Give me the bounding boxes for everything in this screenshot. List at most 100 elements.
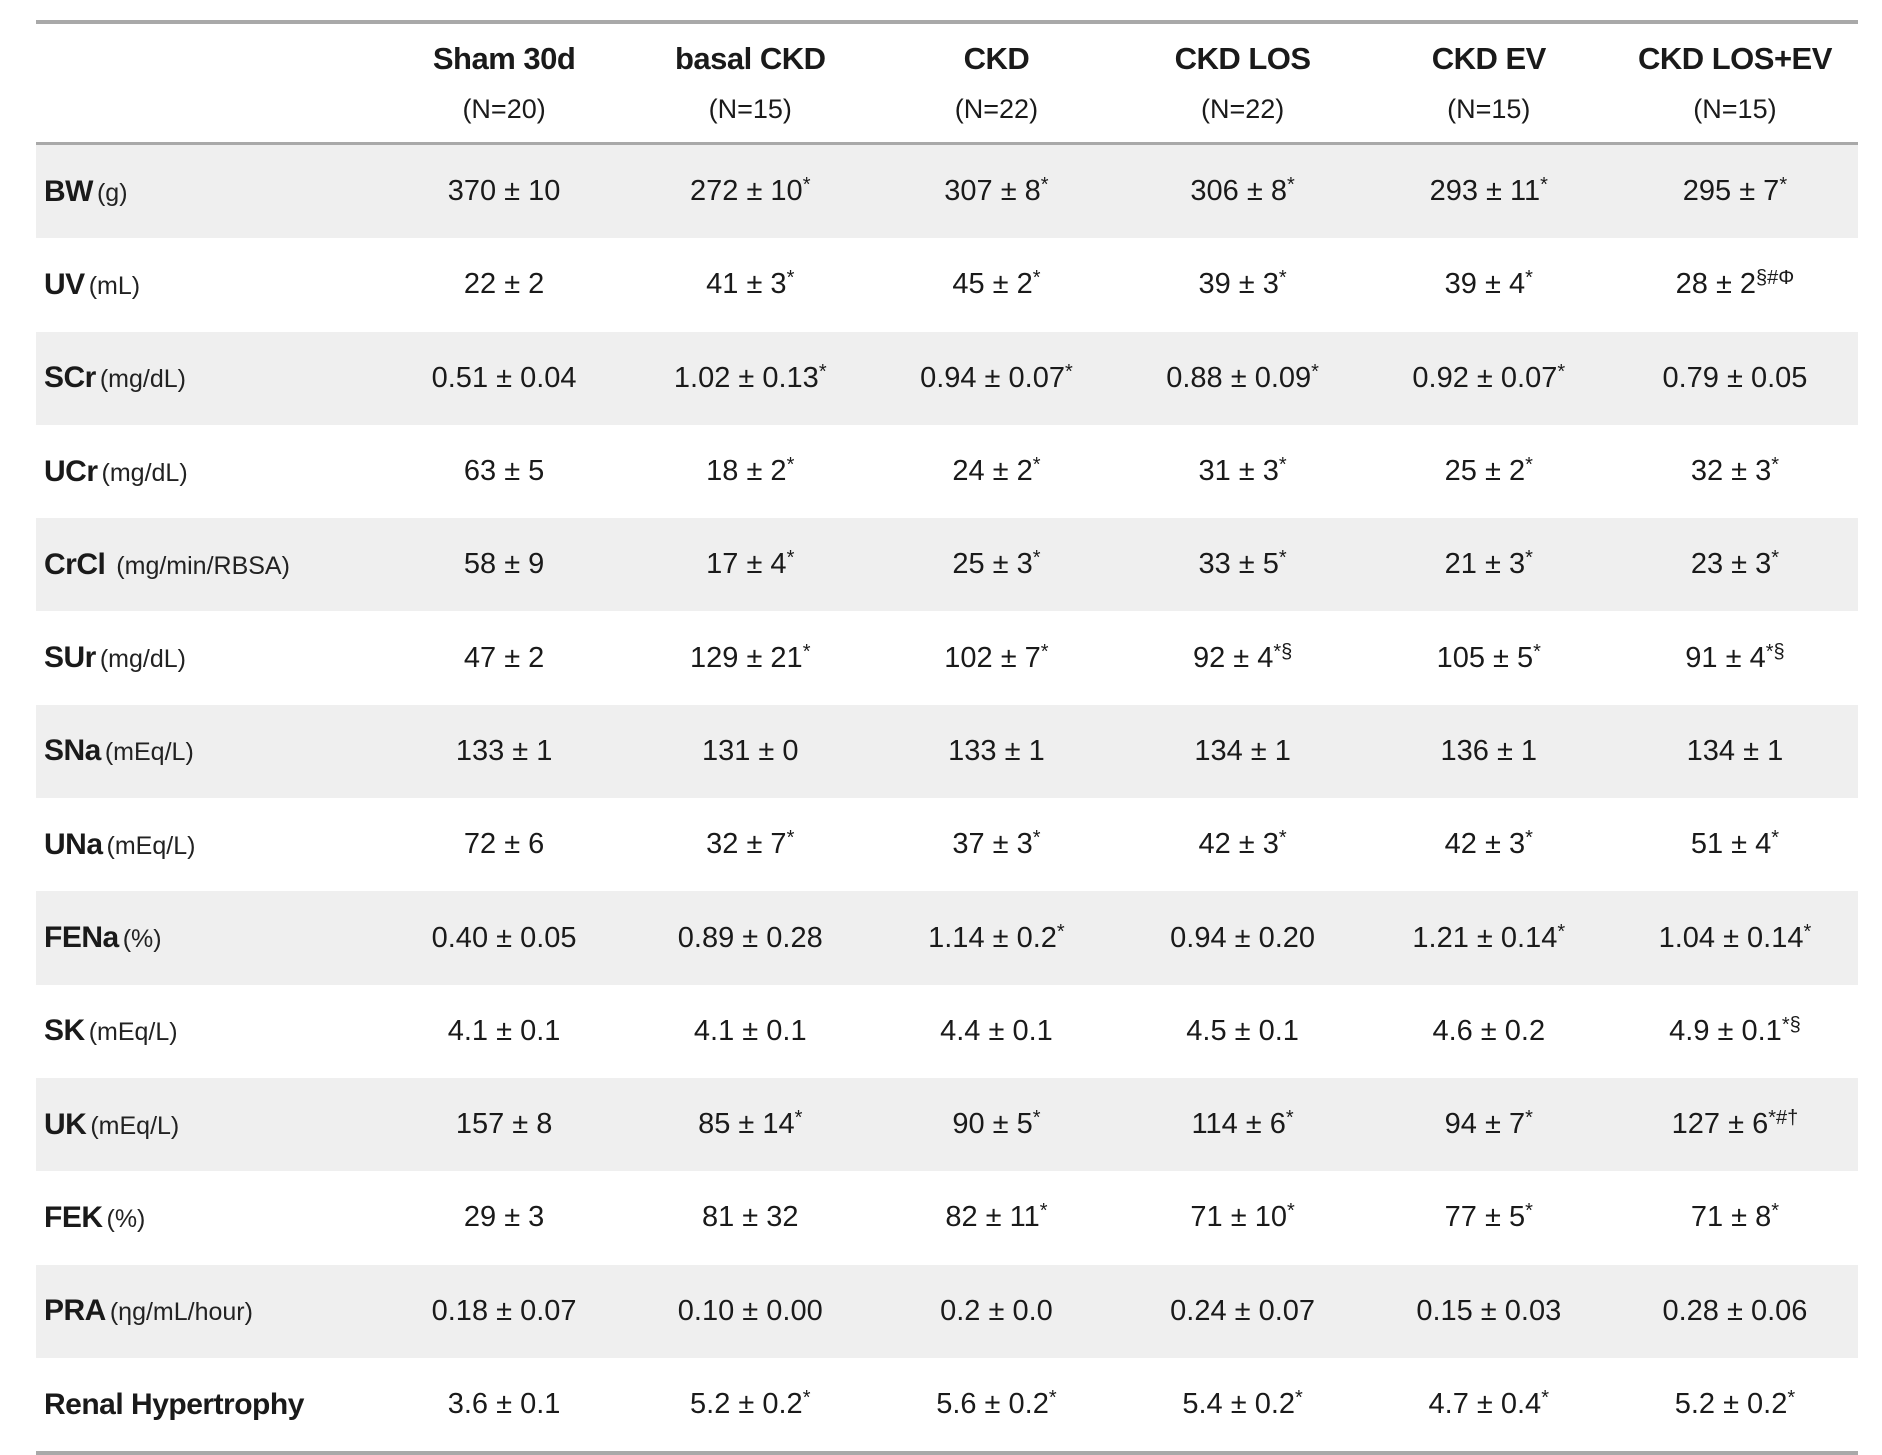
table-cell: 4.4 ± 0.1	[873, 1015, 1119, 1048]
row-label: SK (mEq/L)	[36, 1014, 381, 1048]
significance-marker: §#Φ	[1756, 267, 1795, 290]
significance-marker: *	[1286, 1200, 1295, 1223]
cell-value: 1.04 ± 0.14	[1658, 921, 1804, 954]
cell-value: 295 ± 7	[1682, 175, 1780, 208]
significance-marker: *	[1525, 1200, 1533, 1223]
table-cell: 85 ± 14*	[627, 1108, 873, 1141]
table-cell: 0.15 ± 0.03	[1366, 1295, 1612, 1328]
table-cell: 4.6 ± 0.2	[1366, 1015, 1612, 1048]
cell-value: 0.10 ± 0.00	[677, 1294, 823, 1327]
cell-value: 37 ± 3	[952, 828, 1033, 861]
cell-value: 42 ± 3	[1444, 828, 1526, 861]
table-cell: 0.88 ± 0.09*	[1120, 362, 1366, 395]
parameter-name: SUr	[44, 641, 96, 675]
table-cell: 22 ± 2	[381, 268, 627, 301]
table-cell: 90 ± 5*	[873, 1108, 1119, 1141]
table-cell: 134 ± 1	[1612, 735, 1858, 768]
parameter-name: Renal Hypertrophy	[44, 1387, 304, 1421]
cell-value: 370 ± 10	[447, 175, 561, 208]
significance-marker: *	[1540, 174, 1548, 197]
table-cell: 4.5 ± 0.1	[1120, 1015, 1366, 1048]
row-label: SCr (mg/dL)	[36, 361, 381, 395]
group-sample-size: (N=15)	[1447, 94, 1531, 125]
significance-marker: *	[1295, 1387, 1303, 1409]
cell-value: 114 ± 6	[1191, 1108, 1286, 1141]
cell-value: 29 ± 3	[463, 1201, 545, 1234]
parameter-name: PRA	[44, 1294, 106, 1328]
table-cell: 127 ± 6*#†	[1612, 1108, 1858, 1141]
cell-value: 25 ± 2	[1444, 455, 1526, 488]
significance-marker: *	[1039, 1200, 1048, 1223]
cell-value: 94 ± 7	[1444, 1108, 1526, 1141]
cell-value: 25 ± 3	[952, 548, 1033, 581]
significance-marker: *	[1771, 827, 1780, 850]
table-row-uk: UK (mEq/L) 157 ± 8 85 ± 14* 90 ± 5* 114 ± 6* 9…	[36, 1077, 1858, 1172]
cell-value: 4.7 ± 0.4	[1428, 1388, 1542, 1420]
table-cell: 39 ± 3*	[1120, 268, 1366, 301]
group-name: CKD EV	[1431, 41, 1547, 77]
table-cell: 72 ± 6	[381, 828, 627, 861]
cell-value: 157 ± 8	[455, 1108, 553, 1141]
cell-value: 0.92 ± 0.07	[1412, 361, 1558, 394]
cell-value: 21 ± 3	[1444, 548, 1526, 581]
significance-marker: *	[1771, 1200, 1780, 1223]
table-cell: 32 ± 7*	[627, 828, 873, 861]
cell-value: 0.15 ± 0.03	[1416, 1294, 1562, 1327]
column-header-basal-ckd: basal CKD (N=15)	[627, 35, 873, 131]
table-cell: 0.28 ± 0.06	[1612, 1295, 1858, 1328]
significance-marker: *	[1278, 547, 1287, 570]
table-cell: 5.2 ± 0.2*	[627, 1388, 873, 1421]
results-table: Sham 30d (N=20) basal CKD (N=15) CKD (N=22) CK…	[36, 20, 1858, 1455]
group-sample-size: (N=22)	[954, 94, 1039, 125]
column-header-ckd: CKD (N=22)	[873, 35, 1119, 131]
table-cell: 28 ± 2§#Φ	[1612, 268, 1858, 301]
significance-marker: *	[1779, 174, 1788, 197]
table-cell: 307 ± 8*	[873, 175, 1119, 208]
cell-value: 129 ± 21	[690, 641, 803, 674]
cell-value: 77 ± 5	[1444, 1201, 1526, 1234]
significance-marker: *	[1533, 640, 1541, 663]
significance-marker: *	[1032, 454, 1041, 477]
row-label: CrCl (mg/min/RBSA)	[36, 548, 381, 582]
cell-value: 92 ± 4	[1192, 641, 1274, 674]
row-label: SUr (mg/dL)	[36, 641, 381, 675]
group-sample-size: (N=15)	[708, 94, 792, 125]
table-cell: 272 ± 10*	[627, 175, 873, 208]
table-cell: 63 ± 5	[381, 455, 627, 488]
table-cell: 1.02 ± 0.13*	[627, 362, 873, 395]
significance-marker: *	[802, 174, 811, 197]
cell-value: 133 ± 1	[948, 734, 1045, 767]
table-cell: 51 ± 4*	[1612, 828, 1858, 861]
row-label: FEK (%)	[36, 1201, 381, 1235]
row-label: UV (mL)	[36, 268, 381, 302]
table-cell: 23 ± 3*	[1612, 548, 1858, 581]
cell-value: 4.9 ± 0.1	[1669, 1014, 1782, 1047]
group-sample-size: (N=15)	[1693, 94, 1777, 125]
cell-value: 0.79 ± 0.05	[1662, 361, 1808, 394]
table-cell: 114 ± 6*	[1120, 1108, 1366, 1141]
row-label: UK (mEq/L)	[36, 1108, 381, 1142]
significance-marker: *	[818, 360, 827, 383]
column-header-sham-30d: Sham 30d (N=20)	[381, 35, 627, 131]
significance-marker: *	[1278, 454, 1287, 477]
cell-value: 4.4 ± 0.1	[940, 1014, 1053, 1047]
cell-value: 71 ± 8	[1690, 1201, 1772, 1234]
significance-marker: *	[1056, 920, 1065, 943]
cell-value: 136 ± 1	[1440, 734, 1538, 767]
row-label: UCr (mg/dL)	[36, 455, 381, 489]
cell-value: 1.02 ± 0.13	[673, 361, 819, 394]
cell-value: 4.5 ± 0.1	[1186, 1014, 1299, 1047]
group-sample-size: (N=22)	[1200, 94, 1285, 125]
parameter-name: BW	[44, 174, 93, 208]
table-cell: 5.2 ± 0.2*	[1612, 1388, 1858, 1421]
cell-value: 4.1 ± 0.1	[693, 1014, 807, 1047]
cell-value: 71 ± 10	[1190, 1201, 1287, 1234]
significance-marker: *	[802, 640, 811, 663]
row-label: FENa (%)	[36, 921, 381, 955]
table-cell: 82 ± 11*	[873, 1201, 1119, 1234]
parameter-name: CrCl	[44, 547, 106, 581]
cell-value: 0.2 ± 0.0	[940, 1294, 1053, 1327]
table-cell: 1.04 ± 0.14*	[1612, 922, 1858, 955]
table-cell: 39 ± 4*	[1366, 268, 1612, 301]
table-cell: 5.6 ± 0.2*	[873, 1388, 1119, 1421]
